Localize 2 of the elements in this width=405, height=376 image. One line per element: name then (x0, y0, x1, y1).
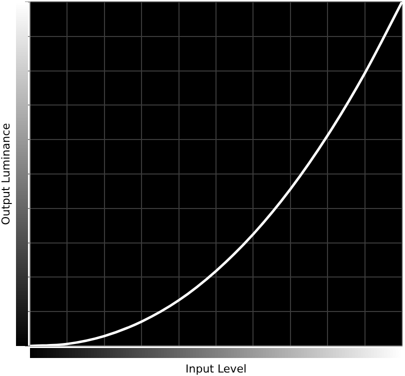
x-axis-title: Input Level (185, 362, 247, 376)
y-axis-title: Output Luminance (0, 122, 12, 225)
